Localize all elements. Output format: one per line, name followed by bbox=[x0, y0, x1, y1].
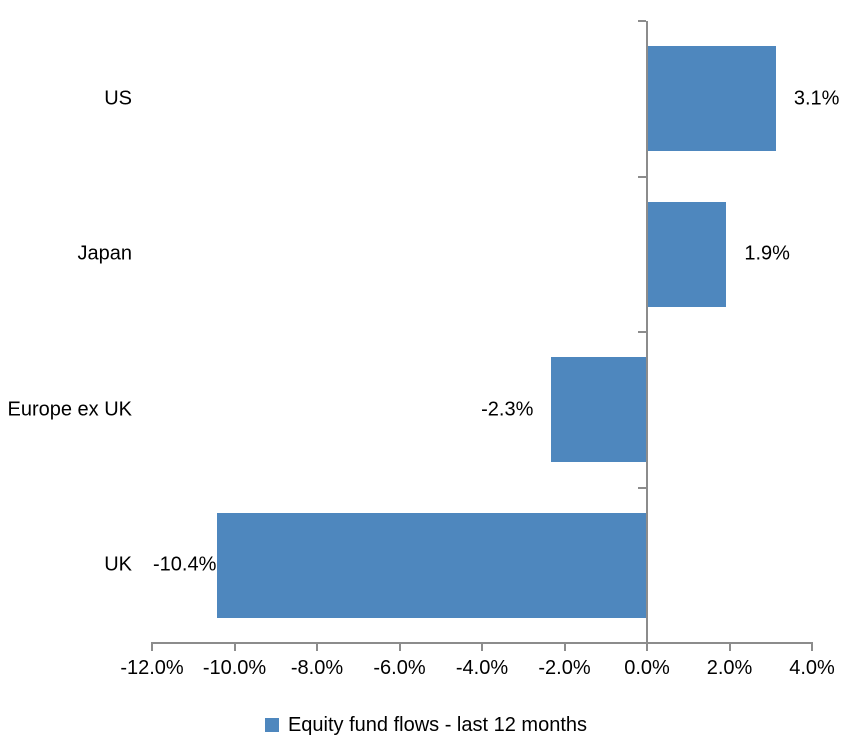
x-axis-tick bbox=[563, 643, 566, 651]
x-axis-tick bbox=[151, 643, 153, 651]
category-axis-tick bbox=[638, 642, 646, 644]
legend: Equity fund flows - last 12 months bbox=[0, 711, 852, 739]
x-axis-tick bbox=[316, 643, 318, 651]
zero-axis-line bbox=[646, 21, 648, 645]
category-label-uk: UK bbox=[104, 553, 132, 576]
x-axis-tick bbox=[646, 643, 648, 651]
category-axis-tick bbox=[638, 486, 646, 489]
x-axis-label: -10.0% bbox=[202, 657, 267, 679]
category-label-japan: Japan bbox=[77, 242, 133, 265]
value-label-us: 3.1% bbox=[793, 87, 840, 110]
x-axis-tick bbox=[811, 643, 813, 651]
bar-us bbox=[648, 46, 776, 152]
category-axis-tick bbox=[638, 331, 646, 333]
bar-japan bbox=[648, 201, 727, 307]
x-axis-tick bbox=[233, 643, 236, 651]
category-label-us: US bbox=[104, 87, 132, 110]
legend-swatch-icon bbox=[264, 718, 279, 732]
category-label-europe-ex-uk: Europe ex UK bbox=[7, 398, 132, 421]
bar-uk bbox=[217, 512, 646, 618]
value-label-europe-ex-uk: -2.3% bbox=[481, 398, 534, 421]
legend-label: Equity fund flows - last 12 months bbox=[287, 713, 588, 736]
value-label-japan: 1.9% bbox=[744, 242, 790, 265]
category-axis-tick bbox=[638, 175, 646, 178]
x-axis-tick bbox=[728, 643, 731, 651]
bar-europe-ex-uk bbox=[551, 357, 646, 463]
category-axis-tick bbox=[638, 20, 646, 22]
x-axis-label: 0.0% bbox=[624, 657, 670, 679]
x-axis-label: -2.0% bbox=[538, 657, 591, 679]
value-label-uk: -10.4% bbox=[153, 553, 217, 576]
x-axis-label: -4.0% bbox=[455, 657, 509, 679]
x-axis-label: -6.0% bbox=[373, 657, 426, 679]
x-axis-label: -12.0% bbox=[120, 657, 184, 679]
x-axis-label: -8.0% bbox=[290, 657, 344, 679]
x-axis-tick bbox=[481, 643, 483, 651]
x-axis-tick bbox=[398, 643, 401, 651]
x-axis-label: 4.0% bbox=[789, 657, 835, 679]
x-axis-label: 2.0% bbox=[706, 657, 753, 679]
